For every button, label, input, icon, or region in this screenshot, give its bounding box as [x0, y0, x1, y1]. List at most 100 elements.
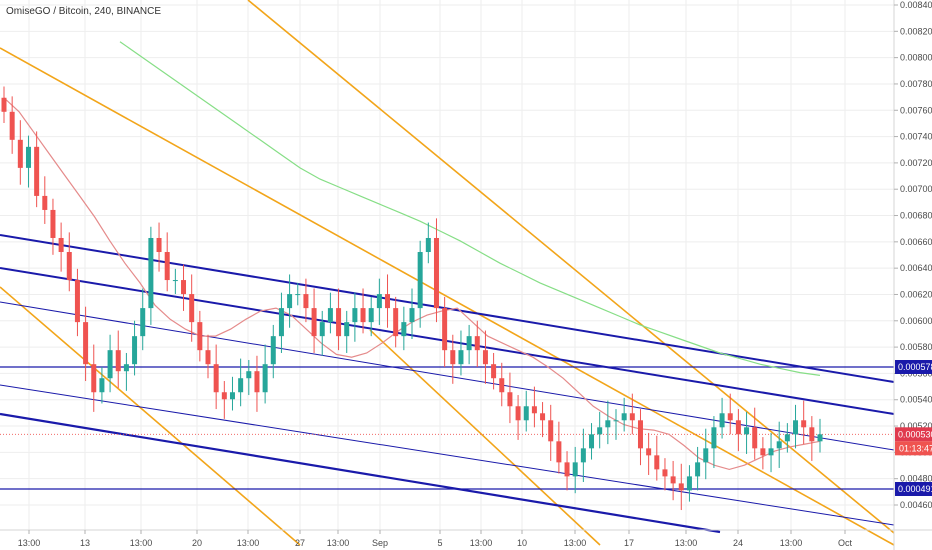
candle-body [809, 427, 815, 442]
candle-body [66, 252, 72, 281]
candle-body [319, 322, 325, 337]
candle-body [58, 237, 64, 253]
candle-body [115, 350, 121, 372]
candle-body [278, 308, 284, 337]
candle-body [752, 427, 758, 449]
candle-body [776, 441, 782, 449]
candle-body [238, 378, 244, 393]
candle-body [148, 237, 154, 309]
y-tick-label: 0.00580 [900, 342, 932, 352]
x-tick-label: 17 [624, 538, 634, 548]
countdown-box [895, 441, 932, 456]
x-tick-label: 13:00 [564, 538, 587, 548]
candle-body [9, 111, 15, 140]
y-tick-label: 0.00520 [900, 421, 932, 431]
x-tick-label: 20 [192, 538, 202, 548]
y-tick-label: 0.00720 [900, 158, 932, 168]
candle-body [344, 322, 350, 337]
candle-body [540, 413, 546, 421]
candle-body [597, 427, 603, 435]
x-tick-label: 13:00 [130, 538, 153, 548]
candle-body [311, 308, 317, 337]
candle-body [91, 364, 97, 393]
x-tick-label: Sep [372, 538, 388, 548]
candle-body [580, 448, 586, 463]
candle-body [385, 294, 391, 309]
candle-body [17, 139, 23, 168]
candle-body [287, 294, 293, 309]
candle-body [474, 336, 480, 351]
candle-body [417, 252, 423, 309]
candle-body [295, 294, 301, 296]
candle-body [99, 378, 105, 393]
candle-body [74, 280, 80, 323]
candle-body [744, 427, 750, 435]
candle-body [1, 97, 7, 112]
y-tick-label: 0.00760 [900, 105, 932, 115]
candle-body [172, 280, 178, 282]
candle-body [711, 427, 717, 449]
candle-body [654, 455, 660, 470]
countdown-label: 01:13:47 [899, 443, 932, 453]
candle-body [646, 448, 652, 456]
time-axis[interactable]: 13:00 13 13:00 20 13:00 27 13:00 Sep 5 13:00 10 13:… [18, 530, 853, 548]
candle-body [442, 308, 448, 351]
x-tick-label: 5 [437, 538, 442, 548]
y-tick-label: 0.00780 [900, 79, 932, 89]
candle-body [458, 350, 464, 365]
candle-body [515, 406, 521, 421]
y-tick-label: 0.00820 [900, 26, 932, 36]
candle-body [817, 434, 823, 442]
candle-body [719, 413, 725, 428]
orange-channel-line [0, 286, 301, 546]
candle-body [605, 420, 611, 428]
x-tick-label: 13:00 [675, 538, 698, 548]
candle-body [140, 308, 146, 337]
x-tick-label: 13:00 [780, 538, 803, 548]
candle-body [793, 420, 799, 435]
y-tick-label: 0.00460 [900, 500, 932, 510]
x-tick-label: 13:00 [470, 538, 493, 548]
candle-body [678, 483, 684, 491]
price-label-box [895, 360, 932, 374]
price-label-text: 0.000491 [898, 484, 932, 494]
candle-body [695, 462, 701, 477]
orange-channel-line [369, 329, 601, 546]
x-tick-label: 27 [295, 538, 305, 548]
price-label-box [895, 482, 932, 496]
x-tick-label: 13:00 [327, 538, 350, 548]
candle-body [760, 448, 766, 456]
x-tick-label: 24 [733, 538, 743, 548]
candle-body [368, 308, 374, 323]
blue-channel-line [0, 412, 721, 534]
y-tick-label: 0.00540 [900, 395, 932, 405]
candle-body [156, 237, 162, 253]
candle-body [401, 322, 407, 337]
candle-body [433, 237, 439, 309]
candle-body [589, 434, 595, 449]
blue-channel-line-thin [0, 384, 895, 526]
y-tick-label: 0.00740 [900, 132, 932, 142]
candle-body [556, 441, 562, 463]
candle-body [409, 308, 415, 323]
y-tick-label: 0.00840 [900, 0, 932, 10]
candle-body [572, 462, 578, 477]
candle-body [662, 469, 668, 477]
candle-body [34, 146, 40, 196]
candle-body [425, 237, 431, 253]
candle-body [181, 280, 187, 295]
candle-body [336, 308, 342, 337]
x-tick-label: Oct [838, 538, 853, 548]
candle-body [352, 308, 358, 323]
y-tick-label: 0.00800 [900, 53, 932, 63]
price-label-text: 0.000578 [898, 362, 932, 372]
candle-body [523, 406, 529, 421]
candle-body [50, 209, 56, 238]
candle-body [303, 294, 309, 309]
candle-body [123, 364, 129, 372]
candles [1, 86, 823, 511]
candle-body [564, 462, 570, 477]
candle-body [499, 378, 505, 393]
